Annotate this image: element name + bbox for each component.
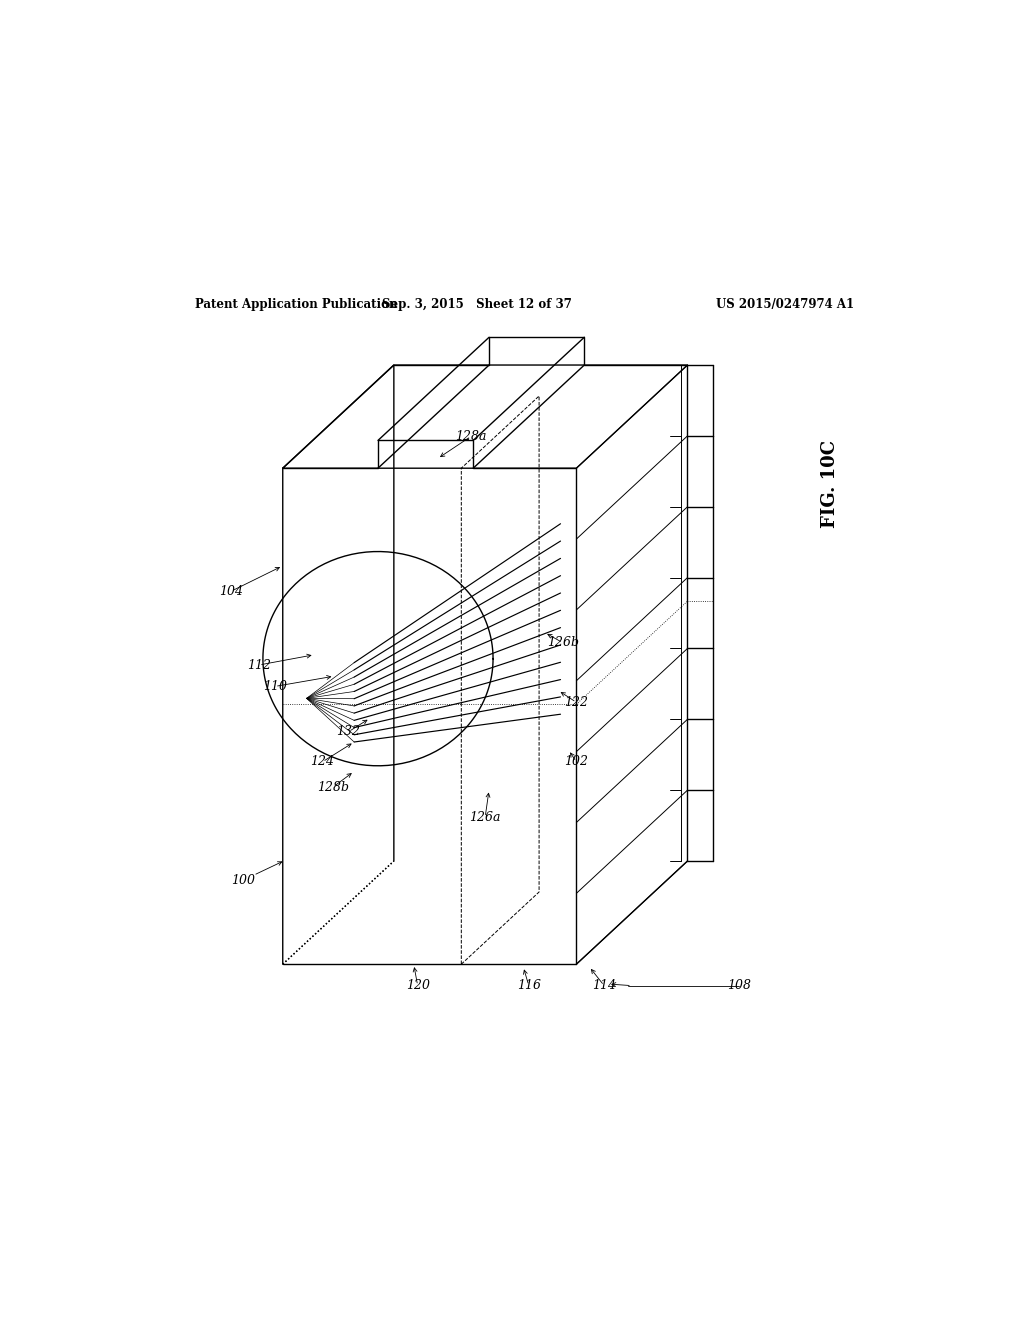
Text: 108: 108	[727, 979, 751, 993]
Text: 128a: 128a	[455, 430, 486, 444]
Text: 126a: 126a	[469, 810, 501, 824]
Text: 104: 104	[219, 585, 243, 598]
Text: 122: 122	[564, 696, 589, 709]
Text: 114: 114	[592, 979, 616, 993]
Text: Sep. 3, 2015   Sheet 12 of 37: Sep. 3, 2015 Sheet 12 of 37	[382, 298, 572, 312]
Text: Patent Application Publication: Patent Application Publication	[196, 298, 398, 312]
Text: 112: 112	[247, 659, 271, 672]
Text: 100: 100	[231, 874, 255, 887]
Text: 126b: 126b	[547, 636, 579, 649]
Text: 116: 116	[517, 979, 541, 993]
Text: 102: 102	[564, 755, 589, 768]
Text: 128b: 128b	[316, 780, 349, 793]
Text: 132: 132	[337, 725, 360, 738]
Text: FIG. 10C: FIG. 10C	[821, 440, 840, 528]
Text: 124: 124	[310, 755, 335, 768]
Text: 110: 110	[263, 680, 287, 693]
Text: 120: 120	[406, 979, 430, 993]
Text: US 2015/0247974 A1: US 2015/0247974 A1	[716, 298, 854, 312]
